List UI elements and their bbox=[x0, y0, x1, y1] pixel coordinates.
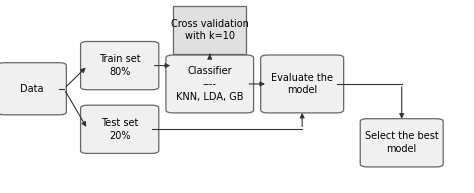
FancyBboxPatch shape bbox=[81, 41, 159, 90]
FancyBboxPatch shape bbox=[173, 6, 246, 54]
Text: Train set
80%: Train set 80% bbox=[99, 54, 140, 77]
Text: Classifier
----
KNN, LDA, GB: Classifier ---- KNN, LDA, GB bbox=[176, 66, 244, 102]
FancyBboxPatch shape bbox=[261, 55, 344, 113]
Text: Select the best
model: Select the best model bbox=[365, 131, 438, 154]
Text: Data: Data bbox=[20, 84, 44, 94]
FancyBboxPatch shape bbox=[81, 105, 159, 153]
FancyBboxPatch shape bbox=[0, 63, 66, 115]
FancyBboxPatch shape bbox=[360, 119, 443, 167]
FancyBboxPatch shape bbox=[166, 55, 254, 113]
Text: Cross validation
with k=10: Cross validation with k=10 bbox=[171, 19, 249, 41]
Text: Test set
20%: Test set 20% bbox=[101, 118, 138, 141]
Text: Evaluate the
model: Evaluate the model bbox=[271, 73, 333, 95]
